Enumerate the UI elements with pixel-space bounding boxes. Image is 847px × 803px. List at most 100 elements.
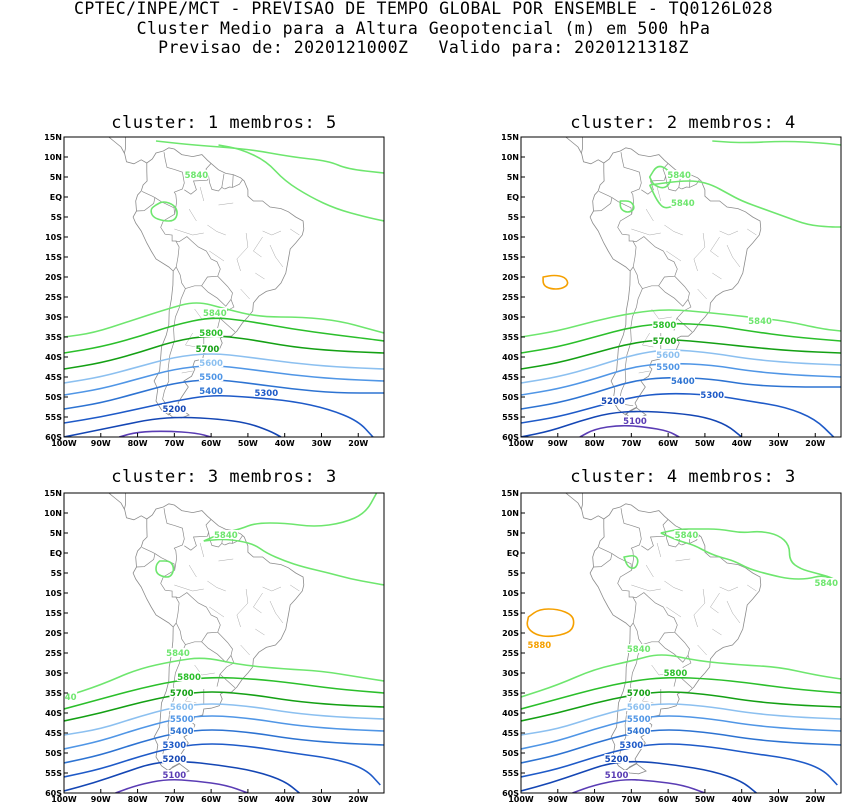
lat-tick-label: 15S xyxy=(45,609,62,618)
state-border xyxy=(675,558,691,562)
state-border xyxy=(631,584,661,592)
lon-tick-label: 100W xyxy=(508,439,534,447)
lat-tick-label: 15S xyxy=(45,253,62,262)
lon-tick-label: 80W xyxy=(585,439,605,447)
map-panel-3: 5840 5840 340 5800 5700 5600 5500 5400 5300 5200 5… xyxy=(44,489,385,803)
contour-label-bg xyxy=(652,320,677,329)
state-border xyxy=(664,224,683,236)
panel-3-title: cluster: 3 membros: 3 xyxy=(111,467,337,487)
state-border xyxy=(290,228,300,236)
contour-label-5500: 5500 xyxy=(170,715,194,725)
lat-tick-label: 45S xyxy=(502,729,519,738)
contour-5800 xyxy=(521,676,841,710)
contour-label-5600: 5600 xyxy=(170,703,194,713)
lon-tick-label: 40W xyxy=(732,795,752,803)
country-border xyxy=(641,532,666,551)
contour-label-5600: 5600 xyxy=(656,351,680,361)
contour-label-5600: 5600 xyxy=(627,703,651,713)
lon-tick-label: 40W xyxy=(732,439,752,447)
contour-label-bg xyxy=(622,416,648,425)
lat-tick-label: 25S xyxy=(502,293,519,302)
state-border xyxy=(666,606,682,618)
contour-label-bg xyxy=(198,372,224,381)
country-border xyxy=(163,508,185,571)
state-border xyxy=(240,644,250,656)
contour-label-5840: 340 xyxy=(59,693,77,703)
contour-5840 xyxy=(712,140,841,146)
lat-tick-label: 30S xyxy=(45,669,62,678)
contour-label-bg xyxy=(162,740,187,749)
contour-label-bg xyxy=(165,648,191,657)
contour-label-bg xyxy=(600,396,626,405)
contour-5700 xyxy=(521,339,841,370)
state-border xyxy=(181,370,193,374)
contour-5840 xyxy=(649,180,841,228)
contour-5840 xyxy=(623,554,639,569)
contour-label-bg xyxy=(619,740,644,749)
lon-tick-label: 30W xyxy=(768,795,788,803)
contour-label-5200: 5200 xyxy=(163,405,187,415)
contour-label-5100: 5100 xyxy=(163,771,187,781)
south-america-coastline xyxy=(132,147,305,416)
state-border xyxy=(262,230,282,236)
lon-tick-label: 80W xyxy=(128,795,148,803)
state-border xyxy=(719,230,739,236)
contour-label-bg xyxy=(169,702,194,711)
state-border xyxy=(174,228,204,236)
contour-label-5300: 5300 xyxy=(254,389,278,399)
state-border xyxy=(255,628,265,636)
lat-tick-label: 5S xyxy=(51,569,63,578)
country-border xyxy=(221,173,225,188)
lon-tick-label: 80W xyxy=(128,439,148,447)
country-border xyxy=(629,266,634,272)
map-geography: 5840 5840 5800 5700 5600 5500 5400 5300 5200 xyxy=(64,137,384,437)
lon-tick-label: 90W xyxy=(91,795,111,803)
state-border xyxy=(194,664,215,676)
country-border xyxy=(665,176,682,192)
contour-label-5840: 5840 xyxy=(814,579,838,589)
lon-tick-label: 60W xyxy=(658,795,678,803)
contour-label-5400: 5400 xyxy=(199,387,223,397)
lat-tick-label: EQ xyxy=(507,549,519,558)
lat-tick-label: 35S xyxy=(45,333,62,342)
contour-label-bg xyxy=(202,308,228,317)
lon-tick-label: 30W xyxy=(768,439,788,447)
country-border xyxy=(632,592,678,645)
lon-tick-label: 70W xyxy=(164,439,184,447)
state-border xyxy=(710,236,720,258)
contour-label-bg xyxy=(213,530,239,539)
contour-label-bg xyxy=(198,386,224,395)
country-border xyxy=(172,622,177,628)
contour-5840 xyxy=(155,560,175,578)
country-border xyxy=(172,266,177,272)
contour-5840 xyxy=(218,144,384,222)
contour-label-bg xyxy=(169,688,194,697)
contour-5840 xyxy=(150,201,178,222)
lat-tick-label: 60S xyxy=(45,789,62,798)
lat-tick-label: 5N xyxy=(50,173,62,182)
panel-2-title: cluster: 2 membros: 4 xyxy=(570,113,796,133)
state-border xyxy=(253,236,263,258)
state-border xyxy=(209,606,225,618)
lat-tick-label: EQ xyxy=(50,193,62,202)
lat-tick-label: 30S xyxy=(502,669,519,678)
country-border xyxy=(175,236,221,289)
contour-label-bg xyxy=(626,644,651,653)
map-frame xyxy=(63,136,385,438)
state-border xyxy=(645,208,654,222)
lon-tick-label: 70W xyxy=(621,439,641,447)
lon-tick-label: 50W xyxy=(695,439,715,447)
forecast-date: Previsao de: 2020121000Z xyxy=(158,38,409,57)
contour-label-5500: 5500 xyxy=(656,363,680,373)
contour-label-bg xyxy=(626,702,651,711)
contour-label-5300: 5300 xyxy=(620,741,644,751)
country-border xyxy=(619,266,643,407)
lat-tick-label: 15N xyxy=(501,133,519,142)
lat-tick-label: 25S xyxy=(45,293,62,302)
country-border xyxy=(629,622,634,628)
state-border xyxy=(638,370,650,374)
lat-tick-label: 55S xyxy=(45,413,62,422)
central-america-coastline xyxy=(93,137,147,165)
contour-5840 xyxy=(660,528,838,582)
state-border xyxy=(207,580,226,592)
